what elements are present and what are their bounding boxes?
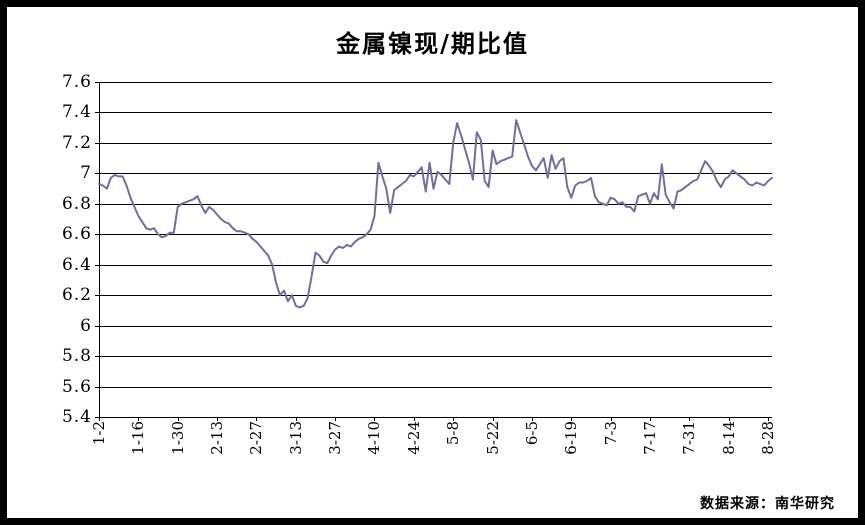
chart-title: 金属镍现/期比值 bbox=[336, 29, 529, 58]
x-tick-label: 4-10 bbox=[365, 421, 384, 455]
x-tick-label: 3-27 bbox=[326, 421, 345, 455]
x-tick-label: 1-16 bbox=[129, 421, 148, 455]
x-tick-label: 8-14 bbox=[719, 421, 738, 455]
x-tick-label: 1-2 bbox=[90, 421, 108, 446]
x-tick-label: 7-3 bbox=[601, 421, 620, 446]
y-tick-label: 5.4 bbox=[61, 407, 92, 427]
y-tick-label: 7.4 bbox=[61, 102, 92, 123]
y-tick-label: 6.6 bbox=[61, 224, 92, 245]
source-note: 数据来源：南华研究 bbox=[700, 496, 835, 512]
x-tick-label: 5-22 bbox=[483, 421, 502, 455]
x-tick-label: 2-13 bbox=[208, 421, 227, 455]
x-tick-label: 4-24 bbox=[404, 421, 423, 455]
y-tick-label: 6.4 bbox=[61, 254, 92, 275]
x-tick-label: 3-13 bbox=[286, 421, 305, 455]
x-tick-label: 7-31 bbox=[680, 421, 699, 455]
x-tick-label: 1-30 bbox=[168, 421, 187, 455]
y-tick-label: 7.2 bbox=[61, 132, 92, 153]
y-tick-label: 5.8 bbox=[61, 346, 92, 367]
y-tick-label: 7.6 bbox=[61, 72, 92, 92]
x-tick-label: 5-8 bbox=[444, 421, 463, 446]
y-tick-label: 7 bbox=[80, 163, 92, 184]
x-tick-label: 6-19 bbox=[562, 421, 581, 455]
x-tick-label: 6-5 bbox=[522, 421, 541, 446]
x-tick-label: 8-28 bbox=[759, 421, 778, 455]
y-tick-label: 6.8 bbox=[61, 193, 92, 214]
x-tick-label: 2-27 bbox=[247, 421, 266, 455]
y-tick-label: 6 bbox=[80, 315, 92, 336]
y-tick-label: 6.2 bbox=[61, 285, 92, 306]
x-tick-label: 7-17 bbox=[640, 421, 659, 455]
y-tick-label: 5.6 bbox=[61, 376, 92, 397]
series-line bbox=[98, 119, 773, 309]
